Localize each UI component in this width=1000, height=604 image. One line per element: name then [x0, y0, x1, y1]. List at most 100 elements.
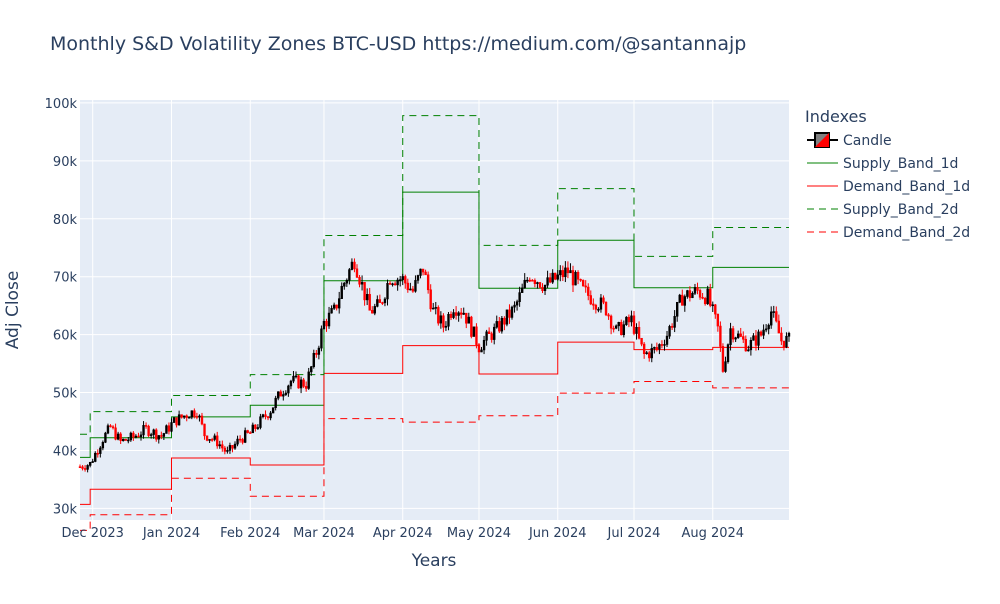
candle-body: [251, 424, 254, 434]
candle-body: [411, 288, 415, 292]
candle-body: [378, 299, 382, 303]
candle-body: [749, 339, 753, 351]
candle-body: [449, 314, 453, 318]
candle-body: [256, 427, 260, 429]
candle-body: [594, 304, 598, 310]
candle-body: [752, 335, 755, 341]
candle-body: [739, 333, 742, 337]
candle-body: [371, 309, 374, 314]
candle-body: [81, 466, 84, 469]
candle-body: [493, 326, 496, 340]
candle-body: [508, 309, 511, 318]
candle-body: [297, 375, 300, 389]
candle-body: [399, 279, 402, 282]
candle-body: [691, 293, 694, 299]
candle-body: [312, 352, 315, 368]
candle-body: [706, 288, 709, 305]
candle-body: [640, 337, 643, 345]
candle-body: [767, 324, 770, 330]
candle-body: [127, 439, 130, 442]
candle-body: [91, 461, 94, 463]
candle-body: [668, 326, 671, 337]
axis-layer: 30k 40k 50k 60k 70k 80k 90k 100k Dec 2023 Jan 202…: [45, 97, 744, 541]
candle-body: [106, 425, 110, 434]
candle-body: [622, 324, 626, 336]
candle-body: [343, 282, 346, 287]
candle-body: [472, 326, 476, 337]
candle-body: [426, 274, 430, 291]
candle-body: [635, 327, 638, 334]
candle-body: [363, 282, 366, 301]
candle-body: [556, 274, 559, 280]
candle-body: [99, 447, 102, 454]
candle-body: [111, 426, 115, 429]
band-line-demand-band-2d: [80, 381, 789, 531]
candle-body: [340, 285, 343, 299]
candle-body: [376, 299, 379, 307]
candle-body: [104, 432, 107, 443]
candle-body: [109, 425, 112, 428]
grid-layer: [80, 100, 789, 520]
candle-body: [678, 294, 681, 303]
candle-body: [714, 304, 717, 315]
candle-body: [719, 325, 722, 347]
y-tick-label: 60k: [53, 329, 78, 344]
candle-body: [777, 320, 781, 334]
candle-body: [632, 315, 636, 334]
candle-body: [437, 307, 440, 324]
candle-body: [271, 407, 275, 414]
candle-body: [365, 294, 369, 301]
candle-body: [615, 325, 618, 329]
candle-body: [503, 317, 506, 325]
candle-body: [327, 312, 331, 327]
candle-body: [223, 447, 227, 452]
candle-body: [320, 328, 323, 349]
candle-body: [566, 267, 570, 274]
candle-body: [243, 430, 247, 443]
candle-body: [698, 290, 702, 298]
x-tick-label: Feb 2024: [220, 526, 280, 541]
candle-body: [744, 338, 747, 352]
candle-body: [536, 282, 539, 285]
band-layer: [80, 115, 789, 531]
candle-body: [86, 465, 89, 470]
candle-body: [393, 283, 397, 286]
candle-body: [434, 307, 437, 309]
candle-body: [368, 294, 371, 311]
candle-body: [129, 432, 133, 441]
candle-body: [673, 315, 676, 328]
candle-body: [734, 337, 737, 340]
y-axis-title: Adj Close: [3, 271, 23, 350]
candle-body: [353, 261, 356, 270]
candle-body: [180, 414, 183, 418]
y-tick-label: 50k: [53, 387, 78, 402]
candle-body: [335, 304, 338, 309]
candle-body: [195, 416, 199, 418]
band-line-supply-band-2d: [80, 115, 789, 435]
candle-body: [254, 424, 257, 429]
candle-body: [221, 444, 224, 449]
candle-body: [711, 304, 714, 307]
candle-body: [183, 415, 186, 418]
candle-body: [152, 429, 155, 435]
candle-body: [165, 425, 168, 434]
candle-body: [132, 432, 135, 438]
candle-body: [350, 261, 354, 270]
candle-body: [175, 417, 178, 426]
candle-body: [513, 304, 516, 308]
candle-body: [233, 443, 237, 449]
candle-body: [404, 276, 407, 284]
candle-body: [467, 316, 470, 324]
candle-body: [213, 435, 216, 440]
y-tick-label: 40k: [53, 444, 78, 459]
candle-body: [157, 435, 160, 440]
candle-body: [531, 279, 534, 282]
candle-body: [381, 302, 384, 304]
candle-body: [701, 296, 704, 299]
candle-body: [520, 287, 524, 293]
candle-body: [373, 306, 376, 314]
candle-body: [495, 321, 498, 328]
candle-body: [721, 346, 725, 372]
candle-body: [762, 329, 765, 336]
